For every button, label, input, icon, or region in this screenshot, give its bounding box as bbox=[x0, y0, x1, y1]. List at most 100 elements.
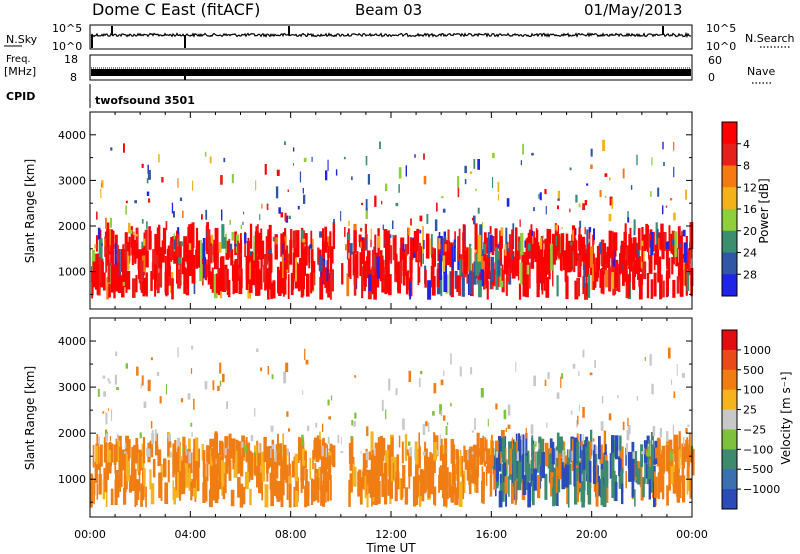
power-echo-cell bbox=[487, 232, 490, 258]
power-echo-cell bbox=[141, 255, 146, 273]
power-echo-cell bbox=[572, 229, 574, 241]
power-echo-cell bbox=[361, 202, 364, 206]
velocity-echo-cell bbox=[581, 484, 585, 508]
power-echo-cell bbox=[646, 273, 650, 299]
velocity-echo-cell bbox=[188, 438, 191, 455]
power-echo-cell bbox=[518, 241, 521, 251]
power-echo-cell bbox=[201, 243, 204, 265]
power-echo-cell bbox=[395, 202, 399, 207]
velocity-echo-cell bbox=[327, 437, 330, 444]
velocity-echo-cell bbox=[524, 455, 528, 472]
power-echo-cell bbox=[413, 231, 418, 253]
power-echo-cell bbox=[595, 257, 599, 282]
velocity-echo-cell bbox=[131, 447, 135, 474]
power-echo-cell bbox=[682, 258, 687, 286]
power-echo-cell bbox=[201, 214, 203, 220]
velocity-echo-cell bbox=[340, 451, 344, 454]
velocity-echo-cell bbox=[250, 452, 254, 480]
power-echo-cell bbox=[475, 253, 480, 276]
power-echo-cell bbox=[242, 221, 244, 225]
power-echo-cell bbox=[525, 238, 530, 265]
velocity-echo-cell bbox=[641, 481, 643, 498]
power-echo-cell bbox=[138, 249, 142, 271]
power-echo-cell bbox=[244, 231, 246, 258]
velocity-echo-cell bbox=[354, 412, 357, 419]
velocity-echo-cell bbox=[180, 398, 184, 403]
velocity-echo-cell bbox=[99, 444, 103, 467]
power-echo-cell bbox=[483, 270, 486, 290]
velocity-echo-cell bbox=[533, 468, 537, 491]
power-echo-cell bbox=[188, 243, 192, 250]
power-echo-cell bbox=[146, 178, 149, 184]
power-echo-cell bbox=[402, 243, 405, 252]
power-echo-cell bbox=[108, 271, 111, 298]
power-echo-cell bbox=[468, 270, 473, 295]
power-echo-cell bbox=[585, 268, 588, 296]
power-colorbar-label: Power [dB] bbox=[757, 178, 771, 243]
power-echo-cell bbox=[154, 264, 157, 290]
power-echo-cell bbox=[217, 250, 219, 276]
velocity-echo-cell bbox=[659, 439, 661, 458]
velocity-echo-cell bbox=[250, 435, 254, 442]
velocity-echo-cell bbox=[271, 455, 274, 478]
velocity-echo-cell bbox=[387, 479, 391, 496]
velocity-echo-cell bbox=[516, 440, 518, 453]
power-echo-cell bbox=[685, 189, 688, 200]
power-echo-cell bbox=[586, 245, 589, 266]
power-echo-cell bbox=[390, 245, 393, 264]
velocity-echo-cell bbox=[190, 422, 193, 427]
velocity-echo-cell bbox=[298, 436, 300, 463]
velocity-echo-cell bbox=[661, 445, 666, 472]
power-echo-cell bbox=[249, 223, 253, 249]
power-echo-cell bbox=[156, 272, 160, 294]
power-echo-cell bbox=[127, 251, 130, 270]
velocity-echo-cell bbox=[525, 432, 528, 456]
power-echo-cell bbox=[186, 268, 189, 289]
power-echo-cell bbox=[449, 271, 452, 296]
power-echo-cell bbox=[627, 276, 631, 297]
velocity-echo-cell bbox=[328, 455, 331, 480]
velocity-echo-cell bbox=[191, 478, 194, 497]
velocity-echo-cell bbox=[500, 451, 502, 464]
velocity-echo-cell bbox=[594, 448, 598, 472]
velocity-echo-cell bbox=[547, 372, 550, 379]
power-echo-cell bbox=[268, 253, 273, 273]
power-echo-cell bbox=[141, 163, 144, 168]
velocity-echo-cell bbox=[414, 441, 418, 461]
power-echo-cell bbox=[637, 257, 640, 280]
velocity-echo-cell bbox=[275, 451, 279, 479]
velocity-echo-cell bbox=[212, 380, 215, 391]
velocity-echo-cell bbox=[179, 445, 181, 471]
velocity-echo-cell bbox=[398, 435, 401, 448]
velocity-echo-cell bbox=[432, 411, 435, 416]
power-echo-cell bbox=[171, 202, 174, 214]
power-echo-cell bbox=[121, 261, 126, 282]
velocity-echo-cell bbox=[598, 436, 601, 460]
power-echo-cell bbox=[475, 188, 477, 192]
velocity-echo-cell bbox=[501, 437, 506, 463]
power-echo-cell bbox=[98, 238, 103, 261]
x-tick-label: 20:00 bbox=[576, 528, 608, 541]
power-echo-cell bbox=[354, 238, 357, 248]
velocity-echo-cell bbox=[285, 464, 289, 483]
velocity-echo-cell bbox=[107, 443, 111, 463]
velocity-echo-cell bbox=[644, 457, 646, 484]
velocity-ytick-label: 4000 bbox=[58, 335, 86, 348]
power-echo-cell bbox=[438, 238, 441, 250]
velocity-echo-cell bbox=[530, 424, 534, 435]
velocity-echo-cell bbox=[256, 348, 259, 353]
power-echo-cell bbox=[199, 264, 203, 282]
power-colorbar-tick-label: 12 bbox=[743, 181, 757, 194]
velocity-echo-cell bbox=[193, 457, 197, 482]
power-echo-cell bbox=[111, 265, 115, 293]
power-echo-cell bbox=[490, 256, 495, 282]
power-echo-cell bbox=[308, 246, 311, 263]
velocity-echo-cell bbox=[461, 476, 465, 500]
velocity-echo-cell bbox=[206, 445, 209, 463]
power-echo-cell bbox=[567, 254, 571, 273]
power-echo-cell bbox=[329, 247, 333, 272]
power-echo-cell bbox=[463, 250, 468, 274]
velocity-echo-cell bbox=[531, 448, 534, 475]
velocity-colorbar-segment bbox=[722, 389, 737, 411]
power-ylabel: Slant Range [km] bbox=[23, 159, 37, 263]
